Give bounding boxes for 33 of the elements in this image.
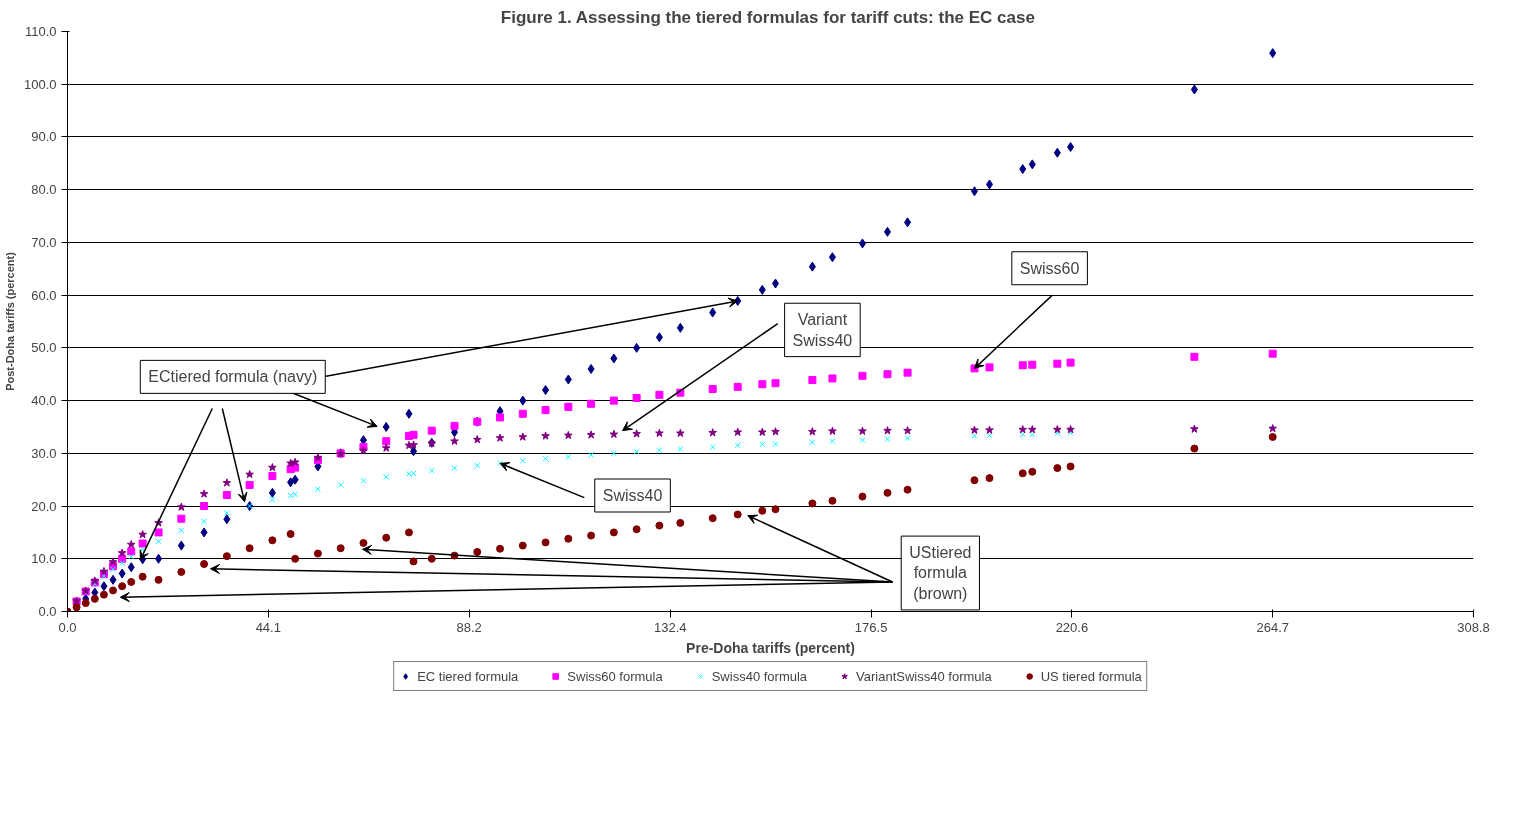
annotation: UStiered formula (brown) [909, 544, 972, 602]
x-tick-label: 88.2 [456, 619, 482, 635]
y-tick-label: 0.0 [38, 604, 57, 619]
annotation: Swiss40 [602, 487, 663, 504]
y-tick-label: 30.0 [31, 445, 57, 461]
y-tick-label: 80.0 [31, 182, 57, 198]
x-tick-label: 308.8 [1457, 619, 1490, 635]
x-tick-label: 220.6 [1055, 619, 1089, 635]
x-tick-label: 176.5 [854, 619, 888, 635]
y-tick-label: 100.0 [23, 76, 57, 92]
y-tick-label: 20.0 [31, 498, 57, 514]
y-tick-label: 110.0 [24, 24, 57, 39]
y-tick-label: 10.0 [31, 551, 57, 567]
legend-label: EC tiered formula [417, 668, 519, 684]
y-axis-title: Post-Doha tariffs (percent) [3, 251, 16, 391]
annotation: ECtiered formula (navy) [148, 368, 318, 386]
y-tick-label: 40.0 [31, 393, 57, 409]
legend-label: Swiss40 formula [711, 668, 808, 684]
chart-title: Figure 1. Assessing the tiered formulas for tariff cuts: the EC case [500, 7, 1035, 27]
x-tick-label: 264.7 [1256, 619, 1289, 635]
legend-label: Swiss60 formula [567, 668, 663, 684]
y-tick-label: 70.0 [31, 234, 57, 250]
y-tick-label: 90.0 [31, 129, 57, 145]
x-tick-label: 132.4 [654, 619, 687, 635]
x-tick-label: 44.1 [255, 619, 281, 635]
x-tick-label: 0.0 [58, 619, 77, 635]
legend-label: VariantSwiss40 formula [856, 668, 992, 684]
legend-label: US tiered formula [1040, 668, 1142, 684]
annotation: Swiss60 [1019, 259, 1080, 277]
x-axis-title: Pre-Doha tariffs (percent) [686, 639, 855, 656]
y-tick-label: 60.0 [31, 287, 57, 303]
y-tick-label: 50.0 [31, 340, 57, 356]
annotation: Variant Swiss40 [792, 311, 853, 349]
